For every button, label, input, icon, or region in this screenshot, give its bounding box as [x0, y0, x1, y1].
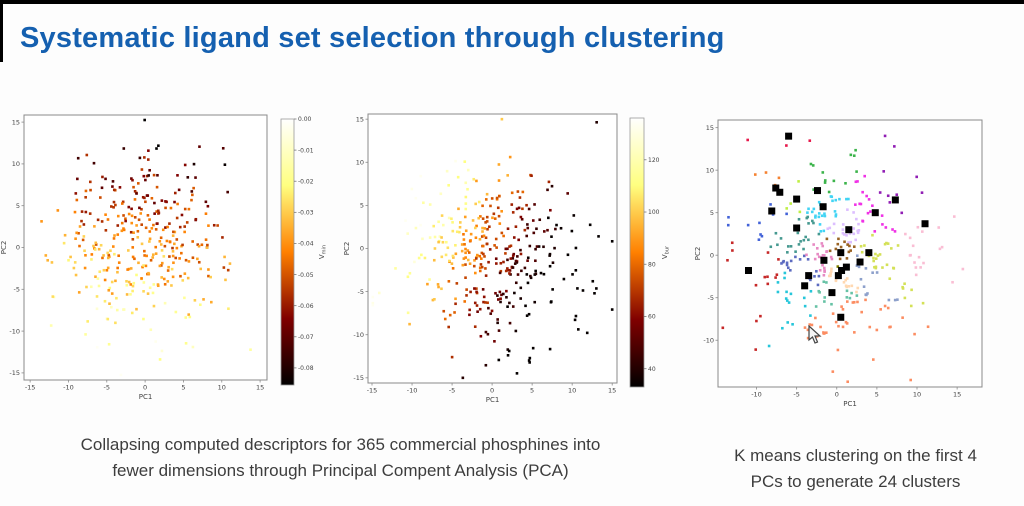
svg-text:15: 15: [608, 387, 616, 395]
axes: -10 -5 0 5 10 15 15 10 5 0 -5 -10 PC1 PC2: [694, 119, 983, 408]
colorbar-label: Vbur: [661, 245, 671, 259]
svg-text:0: 0: [360, 245, 364, 253]
svg-text:10: 10: [706, 166, 714, 174]
svg-text:-15: -15: [353, 374, 364, 382]
svg-text:0: 0: [143, 384, 147, 392]
svg-text:100: 100: [648, 209, 660, 216]
x-axis-label: PC1: [843, 400, 857, 408]
svg-text:0: 0: [710, 251, 714, 259]
axes: -15 -10 -5 0 5 10 15 15 10 5 0 -5 -10 -15 PC1 PC2: [343, 113, 618, 404]
caption-pca: Collapsing computed descriptors for 365 …: [28, 432, 653, 485]
svg-text:-10: -10: [703, 336, 714, 344]
svg-text:-10: -10: [9, 327, 20, 335]
svg-text:-10: -10: [751, 391, 762, 399]
svg-text:120: 120: [648, 157, 660, 164]
svg-text:10: 10: [356, 158, 364, 166]
kmeans-scatter-figure: -10 -5 0 5 10 15 15 10 5 0 -5 -10 PC1 PC2: [690, 105, 1024, 417]
svg-text:-0.01: -0.01: [298, 147, 314, 154]
scatter-points: [721, 134, 965, 384]
caption-kmeans: K means clustering on the first 4 PCs to…: [693, 443, 1018, 496]
svg-text:-10: -10: [353, 331, 364, 339]
svg-text:-0.04: -0.04: [298, 241, 314, 248]
svg-text:5: 5: [875, 391, 879, 399]
svg-text:15: 15: [12, 118, 20, 126]
svg-text:-5: -5: [104, 384, 110, 392]
y-axis-label: PC2: [694, 247, 702, 261]
svg-text:-10: -10: [63, 384, 74, 392]
x-axis-label: PC1: [139, 393, 153, 401]
svg-text:-0.08: -0.08: [298, 365, 314, 372]
letterbox-left-bar: [0, 0, 3, 62]
svg-text:5: 5: [181, 384, 185, 392]
cluster-centroids: [744, 132, 929, 321]
svg-text:-15: -15: [9, 369, 20, 377]
svg-text:5: 5: [710, 209, 714, 217]
svg-text:-5: -5: [358, 288, 364, 296]
svg-text:80: 80: [648, 261, 656, 268]
caption-pca-line2: fewer dimensions through Principal Compe…: [112, 461, 569, 481]
svg-text:5: 5: [16, 202, 20, 210]
pca-scatter-vbur-figure: -15 -10 -5 0 5 10 15 15 10 5 0 -5 -10 -15 PC1 PC2 120 100…: [340, 105, 690, 417]
svg-text:-0.06: -0.06: [298, 303, 314, 310]
letterbox-top-bar: [0, 0, 1024, 4]
svg-text:15: 15: [706, 124, 714, 132]
colorbar: 0.00 -0.01 -0.02 -0.03 -0.04 -0.05 -0.06 -0.07 -…: [280, 116, 328, 386]
page-title: Systematic ligand set selection through …: [20, 22, 725, 54]
scatter-points: [371, 117, 614, 380]
pca-scatter-vmin-chart: -15 -10 -5 0 5 10 15 15 10 5 0 -5 -10 -15 PC1 PC2 0.00 -0…: [0, 114, 328, 401]
svg-text:15: 15: [256, 384, 264, 392]
svg-text:-5: -5: [793, 391, 799, 399]
svg-text:15: 15: [953, 391, 961, 399]
svg-text:-5: -5: [708, 294, 714, 302]
svg-text:60: 60: [648, 314, 656, 321]
svg-text:-10: -10: [407, 387, 418, 395]
svg-text:-15: -15: [25, 384, 36, 392]
svg-text:10: 10: [568, 387, 576, 395]
caption-kmeans-line1: K means clustering on the first 4: [734, 446, 977, 465]
pca-scatter-vmin-figure: -15 -10 -5 0 5 10 15 15 10 5 0 -5 -10 -15 PC1 PC2 0.00 -0…: [0, 105, 340, 417]
svg-text:-5: -5: [14, 285, 20, 293]
svg-text:-0.05: -0.05: [298, 272, 314, 279]
svg-text:-0.02: -0.02: [298, 178, 314, 185]
svg-text:0: 0: [16, 244, 20, 252]
caption-kmeans-line2: PCs to generate 24 clusters: [750, 472, 961, 492]
y-axis-label: PC2: [343, 242, 351, 256]
colorbar-label: Vmin: [318, 245, 328, 259]
svg-text:10: 10: [913, 391, 921, 399]
svg-text:15: 15: [356, 115, 364, 123]
svg-text:0: 0: [490, 387, 494, 395]
svg-text:5: 5: [530, 387, 534, 395]
svg-text:0: 0: [835, 391, 839, 399]
svg-text:-0.07: -0.07: [298, 334, 314, 341]
svg-text:10: 10: [218, 384, 226, 392]
svg-text:-15: -15: [367, 387, 378, 395]
axes: -15 -10 -5 0 5 10 15 15 10 5 0 -5 -10 -15 PC1 PC2: [0, 114, 268, 401]
svg-text:10: 10: [12, 160, 20, 168]
y-axis-label: PC2: [0, 241, 8, 255]
svg-text:5: 5: [360, 202, 364, 210]
pca-scatter-vbur-chart: -15 -10 -5 0 5 10 15 15 10 5 0 -5 -10 -15 PC1 PC2 120 100…: [343, 113, 671, 404]
caption-pca-line1: Collapsing computed descriptors for 365 …: [80, 435, 601, 454]
svg-text:-5: -5: [449, 387, 455, 395]
colorbar: 120 100 80 60 40 Vbur: [629, 117, 671, 388]
svg-text:0.00: 0.00: [298, 116, 312, 123]
kmeans-scatter-chart: -10 -5 0 5 10 15 15 10 5 0 -5 -10 PC1 PC2: [694, 119, 983, 408]
x-axis-label: PC1: [486, 396, 500, 404]
svg-text:-0.03: -0.03: [298, 210, 314, 217]
scatter-points: [40, 118, 252, 377]
svg-text:40: 40: [648, 366, 656, 373]
